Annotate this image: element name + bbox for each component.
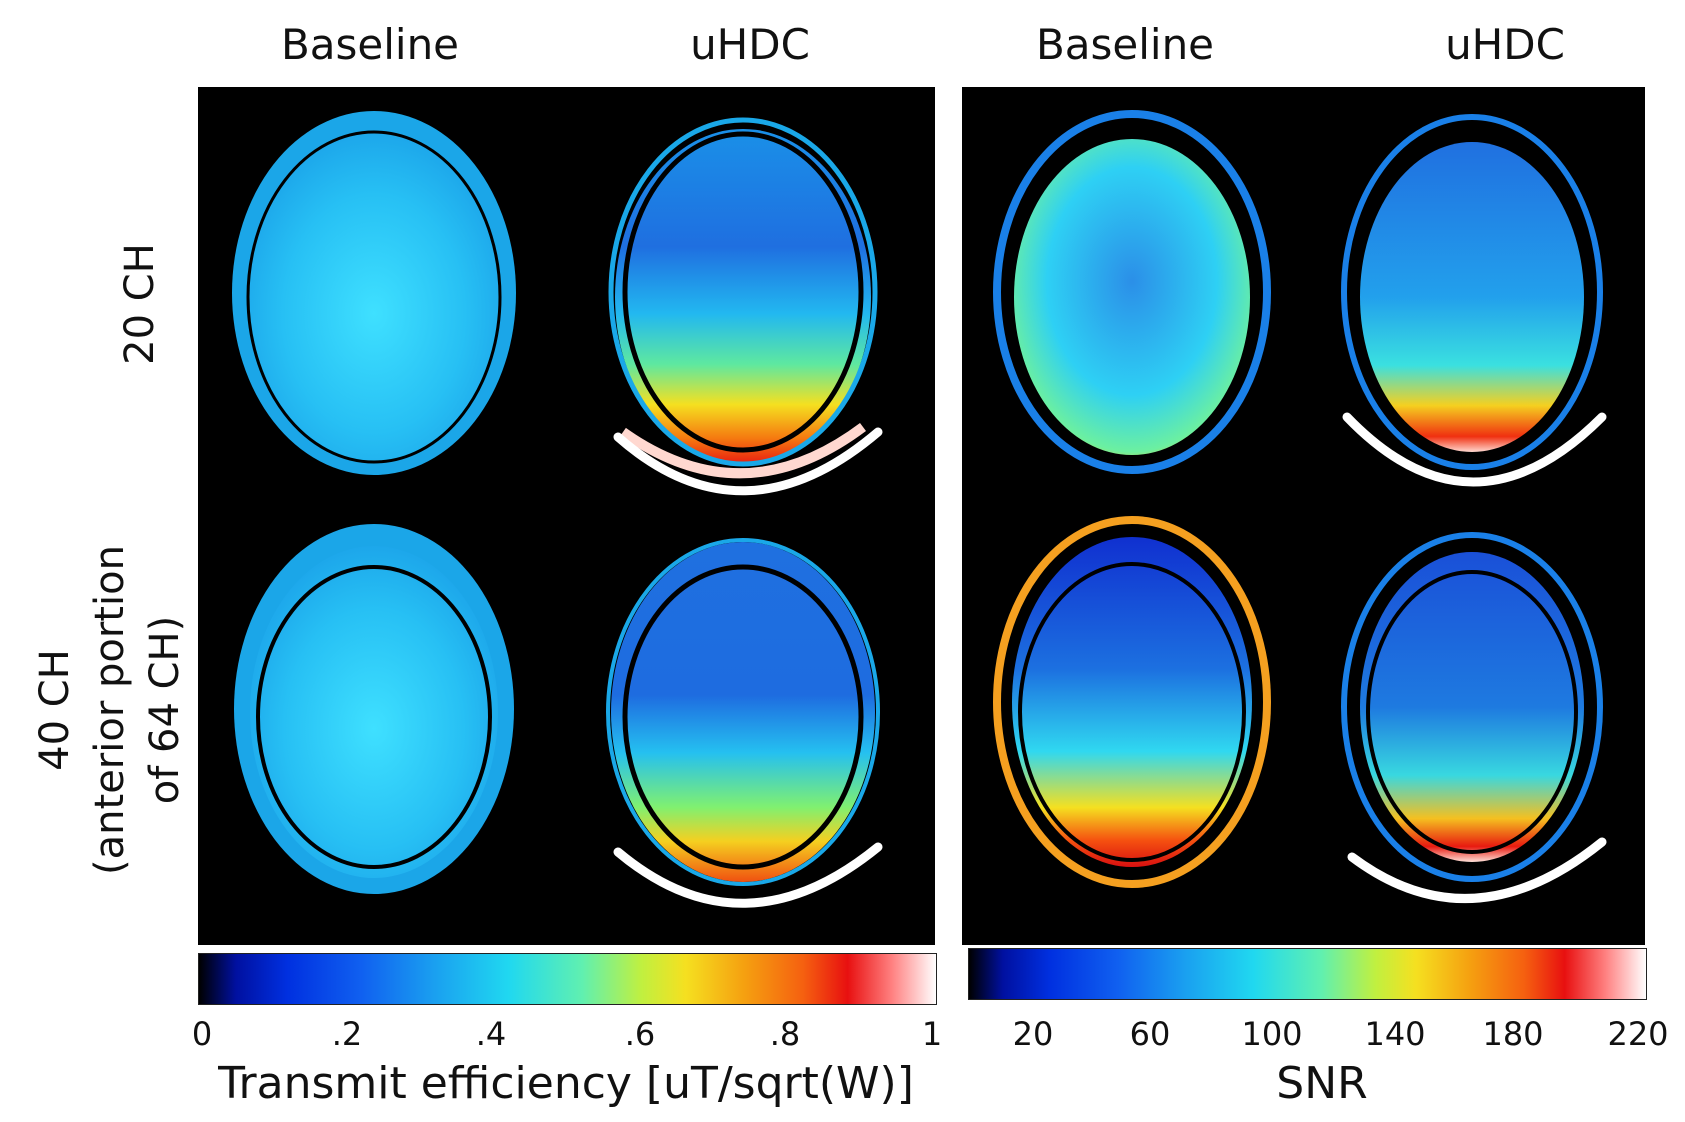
head-slice-snr-baseline-40ch — [993, 516, 1271, 888]
row-label-40ch-line3: of 64 CH) — [142, 615, 188, 805]
coil-arc-snr-20ch — [1342, 412, 1607, 487]
tick-te-1: 1 — [921, 1015, 943, 1053]
tick-snr-60: 60 — [1129, 1015, 1171, 1053]
head-slice-uhdc-20ch — [608, 117, 878, 479]
row-label-40ch-line1: 40 CH — [32, 649, 78, 771]
tick-snr-220: 220 — [1607, 1015, 1669, 1053]
colorbar-title-transmit-efficiency: Transmit efficiency [uT/sqrt(W)] — [218, 1058, 914, 1109]
colorbar-snr — [968, 948, 1647, 1000]
transmit-efficiency-panel — [198, 87, 935, 945]
column-header-uhdc-right: uHDC — [1445, 20, 1565, 69]
tick-snr-100: 100 — [1241, 1015, 1303, 1053]
colorbar-title-snr: SNR — [1276, 1058, 1368, 1109]
tick-te-0.6: .6 — [624, 1015, 656, 1053]
head-slice-baseline-20ch — [232, 111, 516, 475]
row-label-20ch: 20 CH — [117, 243, 163, 365]
tick-snr-180: 180 — [1482, 1015, 1544, 1053]
tick-te-0: 0 — [191, 1015, 213, 1053]
head-slice-uhdc-40ch — [606, 538, 880, 886]
coil-arc-40ch — [613, 842, 883, 908]
column-header-baseline-left: Baseline — [280, 20, 460, 69]
tick-snr-140: 140 — [1364, 1015, 1426, 1053]
head-slice-snr-uhdc-40ch — [1341, 532, 1603, 882]
coil-arc-20ch — [613, 427, 883, 496]
column-header-uhdc-left: uHDC — [690, 20, 810, 69]
colorbar-transmit-efficiency — [198, 953, 937, 1005]
row-label-40ch-line2: (anterior portion — [87, 545, 133, 875]
head-slice-snr-uhdc-20ch — [1341, 114, 1603, 470]
tick-snr-20: 20 — [1012, 1015, 1054, 1053]
tick-te-0.8: .8 — [769, 1015, 801, 1053]
tick-te-0.4: .4 — [475, 1015, 507, 1053]
coil-arc-snr-40ch — [1347, 837, 1607, 903]
column-header-baseline-right: Baseline — [1035, 20, 1215, 69]
head-slice-baseline-40ch — [234, 524, 514, 894]
head-slice-snr-baseline-20ch — [993, 110, 1271, 474]
tick-te-0.2: .2 — [331, 1015, 363, 1053]
snr-panel — [962, 87, 1645, 945]
